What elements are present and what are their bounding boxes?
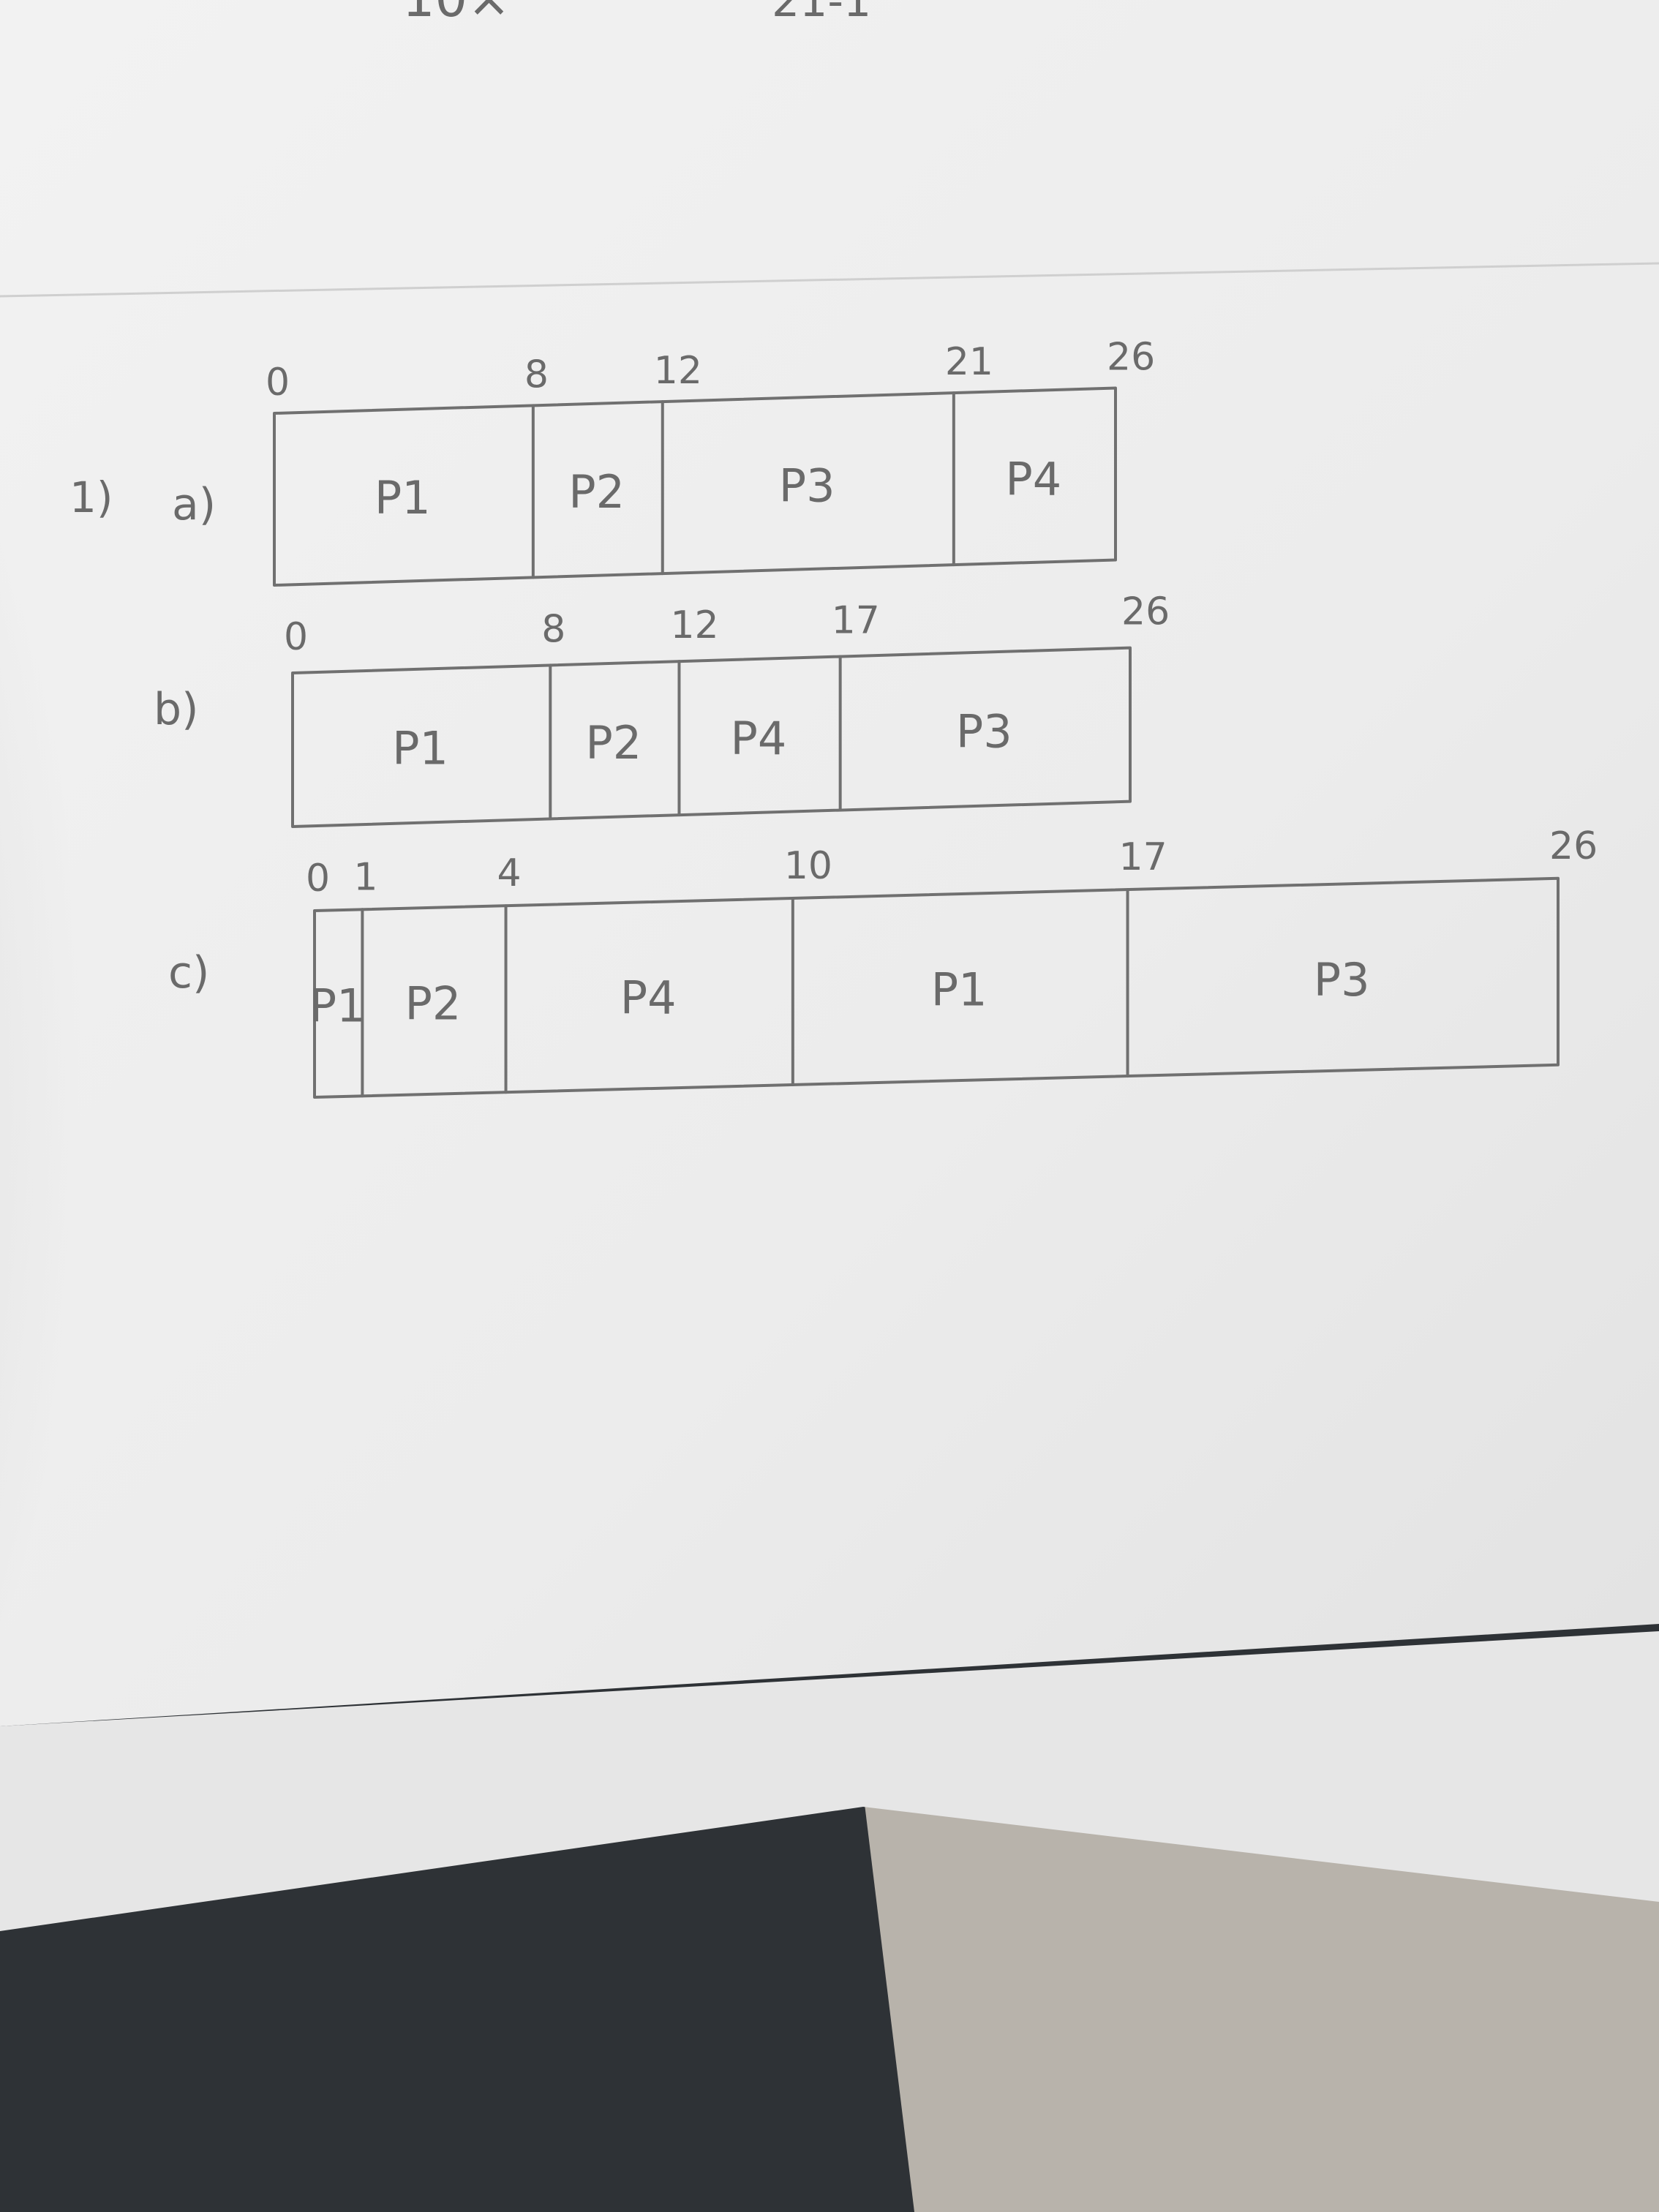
gantt-chart-c: c) 0 1 4 10 17 26 P1 P2 P4 P1 P3 — [168, 824, 1598, 1099]
hand-shadow — [0, 110, 410, 1865]
process-label: P1 — [392, 722, 448, 775]
page-fold-line — [0, 262, 1659, 298]
chart-label: c) — [168, 947, 209, 998]
process-label: P2 — [405, 977, 461, 1030]
time-tick-label: 8 — [524, 353, 549, 396]
process-label: P2 — [568, 465, 625, 519]
time-tick-label: 26 — [1549, 824, 1598, 868]
time-tick-label: 21 — [945, 340, 993, 384]
time-tick-label: 0 — [266, 361, 290, 405]
paper-sheet — [0, 0, 1659, 1726]
gantt-box — [313, 876, 1560, 1099]
process-label: P1 — [375, 471, 431, 524]
gantt-chart-a: a) 0 8 12 21 26 P1 P2 P3 P4 — [172, 336, 1155, 587]
time-tick-label: 8 — [541, 607, 565, 651]
gantt-chart-b: b) 0 8 12 17 26 P1 P2 P4 P3 — [154, 590, 1170, 828]
time-tick-label: 12 — [654, 349, 702, 393]
process-label: P1 — [309, 979, 366, 1033]
time-tick-label: 0 — [284, 615, 308, 659]
time-tick-label: 10 — [784, 844, 832, 888]
time-tick-label: 1 — [353, 855, 377, 899]
process-label: P3 — [956, 705, 1012, 759]
time-tick-label: 0 — [306, 857, 330, 900]
question-number: 1) — [69, 473, 113, 522]
time-tick-label: 12 — [670, 603, 718, 647]
process-label: P4 — [620, 971, 677, 1025]
chart-label: a) — [172, 479, 216, 530]
paper-lower-sheet — [0, 1631, 1659, 1931]
time-tick-label: 26 — [1121, 590, 1170, 634]
process-label: P4 — [1005, 452, 1061, 505]
process-label: P3 — [1314, 953, 1370, 1007]
gantt-box — [273, 386, 1117, 587]
top-fragment-right: 21-1 — [772, 0, 871, 27]
process-label: P2 — [585, 716, 642, 770]
chart-label: b) — [154, 684, 199, 735]
process-label: P1 — [931, 963, 988, 1017]
time-tick-label: 17 — [832, 599, 880, 643]
time-tick-label: 26 — [1107, 336, 1155, 380]
process-label: P4 — [731, 712, 787, 765]
top-fragment-left: 10× — [402, 0, 511, 29]
time-tick-label: 17 — [1119, 835, 1167, 879]
time-tick-label: 4 — [497, 851, 522, 895]
gantt-box — [291, 646, 1132, 828]
process-label: P3 — [779, 459, 835, 513]
